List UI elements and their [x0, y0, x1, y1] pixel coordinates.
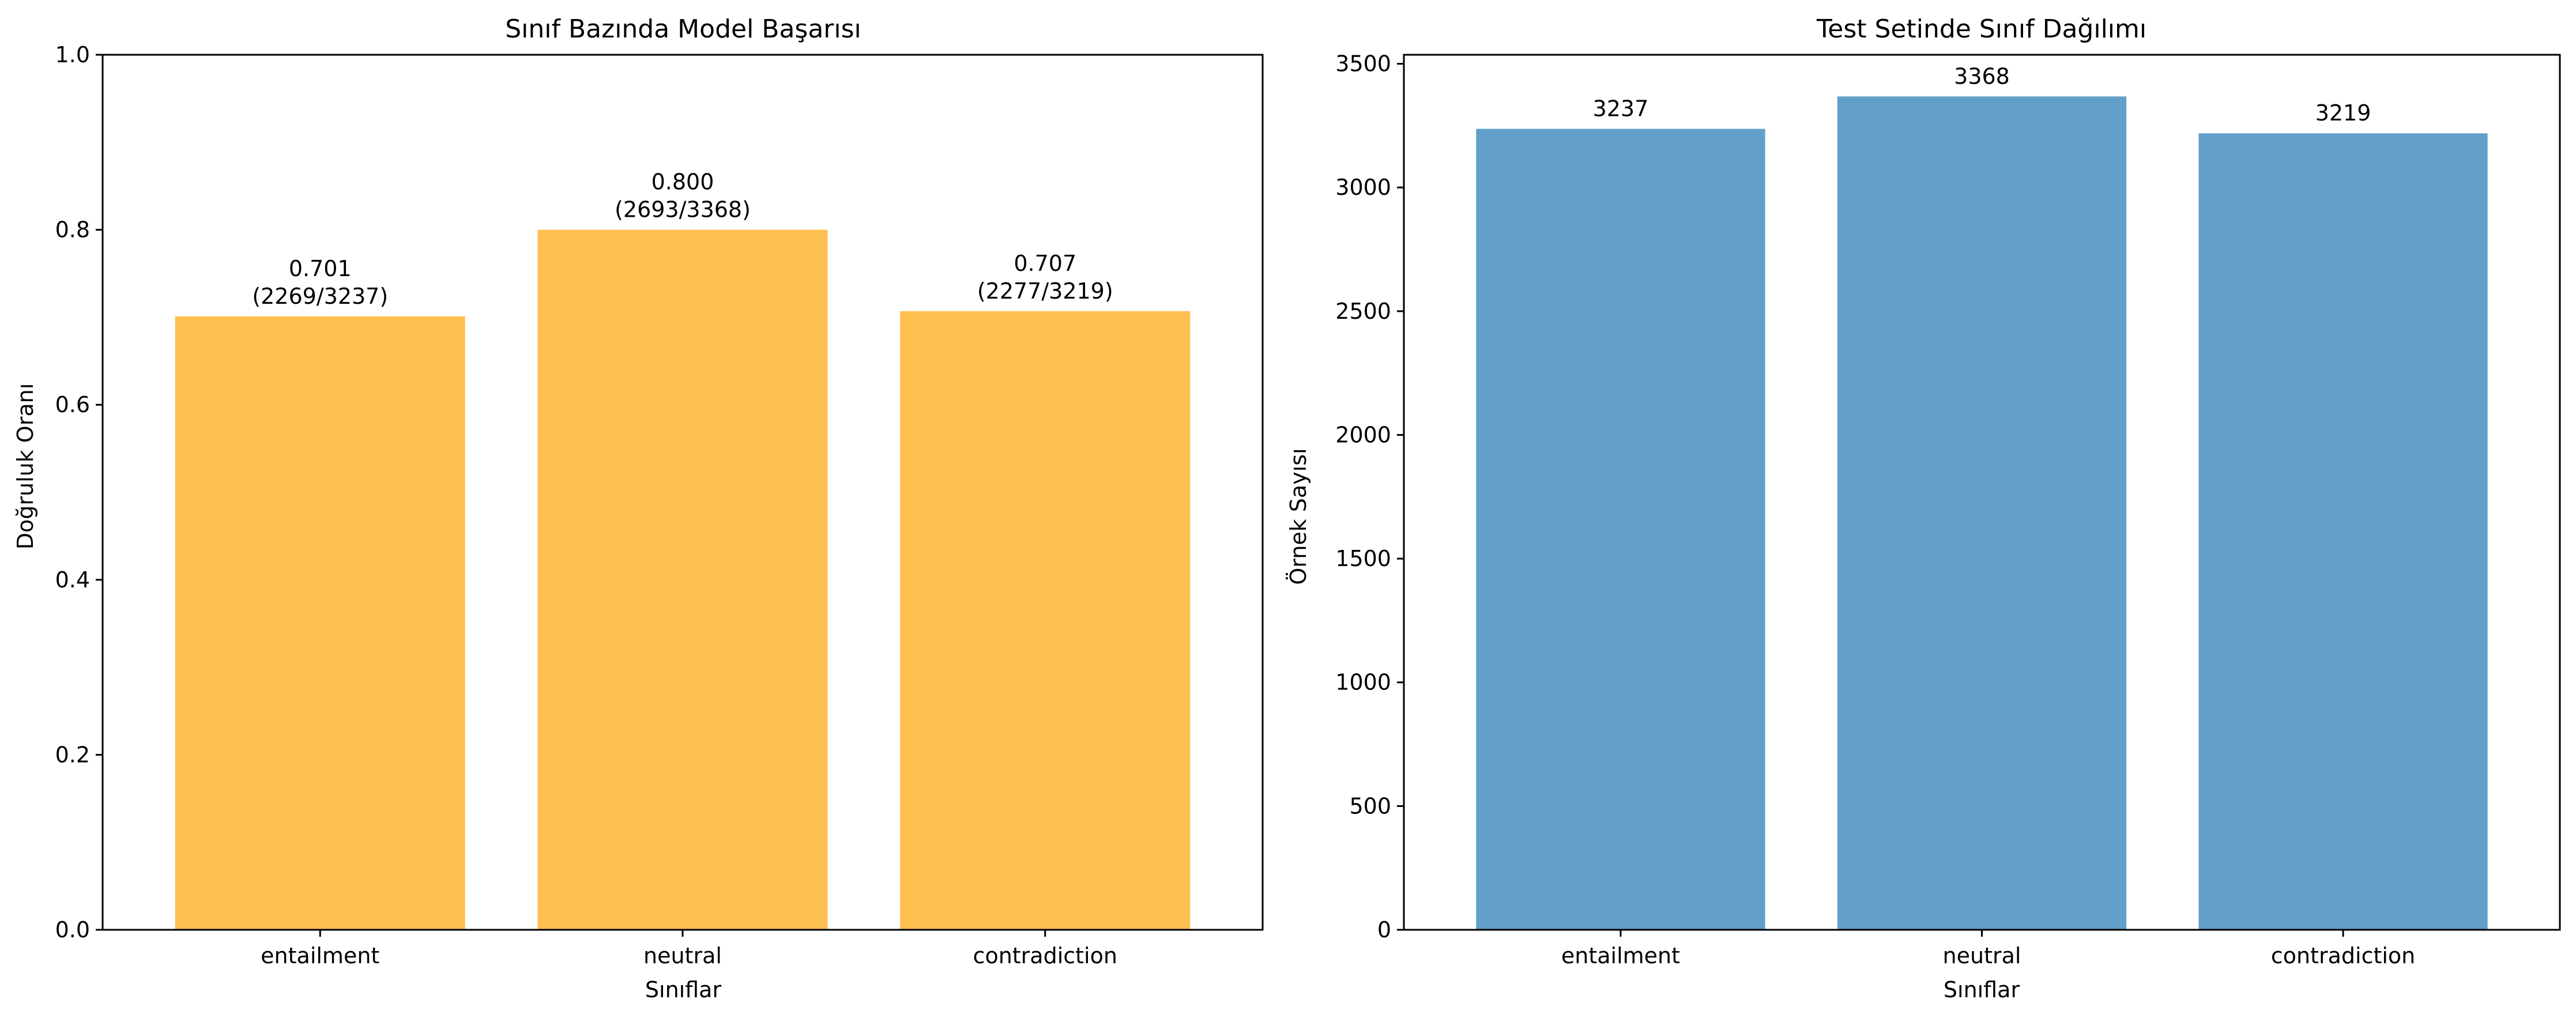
- y-tick-label: 0.2: [55, 742, 90, 767]
- bar-entailment: [175, 316, 465, 930]
- bar-contradiction: [900, 311, 1191, 930]
- x-tick-label: entailment: [1561, 943, 1680, 968]
- y-tick-label: 0.4: [55, 567, 90, 593]
- y-tick-label: 500: [1349, 793, 1391, 819]
- x-tick-label: entailment: [261, 943, 379, 968]
- data-label: 3219: [2315, 100, 2371, 126]
- y-axis-label: Doğruluk Oranı: [13, 383, 38, 550]
- x-axis-label: Sınıflar: [1944, 977, 2020, 1002]
- bar-entailment: [1476, 129, 1765, 930]
- y-tick-label: 3000: [1335, 175, 1391, 200]
- y-tick-label: 3500: [1335, 51, 1391, 77]
- data-label: 3368: [1954, 63, 2010, 89]
- y-tick-label: 2000: [1335, 422, 1391, 447]
- data-label: 0.800: [651, 169, 714, 195]
- data-label: 0.701: [289, 256, 352, 281]
- y-tick-label: 1500: [1335, 546, 1391, 571]
- chart-title: Test Setinde Sınıf Dağılımı: [1816, 14, 2146, 44]
- x-tick-label: neutral: [1943, 943, 2021, 968]
- data-label: 0.707: [1014, 251, 1076, 276]
- distribution-chart: Test Setinde Sınıf Dağılımı Örnek Sayısı…: [1286, 14, 2561, 1002]
- x-tick-label: contradiction: [973, 943, 1117, 968]
- y-tick-label: 0: [1377, 917, 1391, 942]
- x-tick-label: neutral: [643, 943, 722, 968]
- y-axis-label: Örnek Sayısı: [1286, 448, 1311, 585]
- data-label: 3237: [1593, 96, 1649, 122]
- y-tick-label: 1000: [1335, 670, 1391, 695]
- y-tick-label: 0.6: [55, 392, 90, 417]
- data-label: (2269/3237): [252, 284, 388, 309]
- y-tick-label: 0.8: [55, 217, 90, 243]
- bar-contradiction: [2198, 133, 2488, 930]
- x-tick-label: contradiction: [2271, 943, 2415, 968]
- y-tick-label: 2500: [1335, 299, 1391, 324]
- y-tick-label: 1.0: [55, 42, 90, 67]
- y-tick-label: 0.0: [55, 917, 90, 942]
- data-label: (2693/3368): [615, 197, 751, 223]
- data-label: (2277/3219): [977, 278, 1113, 304]
- bar-neutral: [1837, 96, 2127, 930]
- chart-title: Sınıf Bazında Model Başarısı: [505, 14, 861, 44]
- bar-neutral: [537, 229, 828, 930]
- accuracy-chart: Sınıf Bazında Model Başarısı Doğruluk Or…: [13, 14, 1264, 1002]
- x-axis-label: Sınıflar: [645, 977, 722, 1002]
